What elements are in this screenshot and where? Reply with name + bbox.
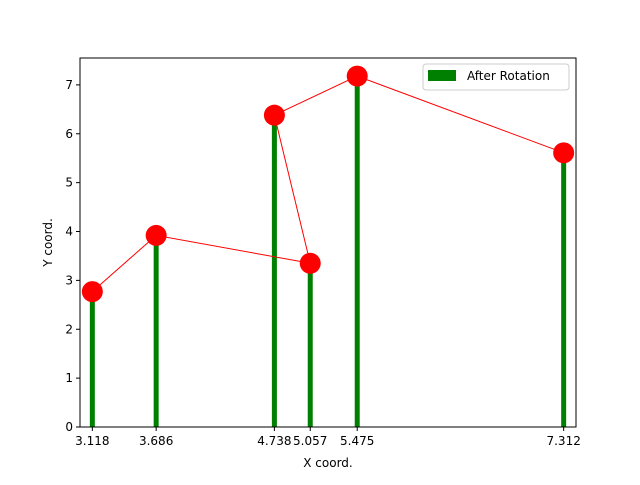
line-layer (91, 75, 564, 292)
bar (89, 291, 95, 427)
legend-box (422, 63, 570, 91)
y-axis: 0 1 2 3 4 5 6 7 (65, 78, 80, 434)
x-axis-label: X coord. (303, 456, 352, 470)
y-tick-label: 4 (65, 225, 73, 239)
x-tick-label: 5.475 (340, 434, 374, 448)
bar (561, 152, 567, 427)
y-tick-label: 7 (65, 78, 73, 92)
bar (153, 235, 159, 427)
y-tick-label: 2 (65, 322, 73, 336)
data-point (346, 65, 368, 87)
legend-label: After Rotation (467, 69, 550, 83)
x-tick-label: 5.057 (293, 434, 327, 448)
y-tick-label: 3 (65, 273, 73, 287)
y-tick-label: 1 (65, 371, 73, 385)
x-tick-label: 4.738 (257, 434, 291, 448)
bar (307, 263, 313, 427)
plot-frame (79, 57, 577, 428)
x-tick-label: 3.686 (139, 434, 173, 448)
data-point (553, 142, 575, 164)
y-tick-label: 6 (65, 127, 73, 141)
series-line (91, 75, 564, 292)
data-point (145, 224, 167, 246)
y-tick-label: 0 (65, 420, 73, 434)
y-axis-label: Y coord. (41, 218, 55, 268)
bar (354, 76, 360, 427)
x-tick-label: 7.312 (546, 434, 580, 448)
y-tick-label: 5 (65, 176, 73, 190)
x-tick-label: 3.118 (75, 434, 109, 448)
x-axis: 3.118 3.686 4.738 5.057 5.475 7.312 (75, 427, 581, 448)
bar (271, 115, 277, 428)
bars-layer (89, 76, 567, 428)
legend-swatch (428, 70, 456, 81)
data-point (81, 281, 103, 303)
data-point (299, 252, 321, 274)
data-point (263, 104, 285, 126)
legend: After Rotation (422, 63, 570, 91)
marker-layer (81, 65, 575, 303)
